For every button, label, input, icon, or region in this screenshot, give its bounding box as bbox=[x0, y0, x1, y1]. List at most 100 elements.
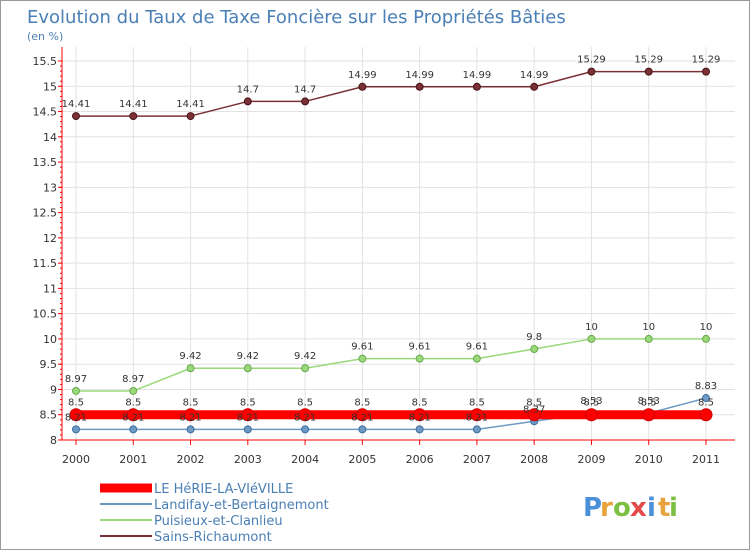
data-point bbox=[358, 82, 367, 91]
y-tick-label: 8.5 bbox=[40, 409, 58, 422]
y-tick-label: 10 bbox=[43, 333, 57, 346]
data-point bbox=[355, 408, 369, 422]
data-point bbox=[415, 354, 424, 363]
data-point bbox=[644, 67, 653, 76]
data-point bbox=[527, 408, 541, 422]
x-tick-label: 2006 bbox=[406, 453, 434, 466]
data-point bbox=[184, 408, 198, 422]
data-label: 9.42 bbox=[294, 351, 316, 362]
x-tick-label: 2003 bbox=[234, 453, 262, 466]
data-label: 8.97 bbox=[65, 374, 87, 385]
data-point bbox=[241, 408, 255, 422]
logo-letter: t bbox=[658, 493, 670, 523]
data-label: 8.5 bbox=[297, 398, 313, 409]
y-tick-label: 10.5 bbox=[33, 308, 58, 321]
y-tick-label: 12 bbox=[43, 232, 57, 245]
data-point bbox=[72, 112, 80, 121]
data-label: 14.99 bbox=[405, 70, 434, 81]
data-label: 9.61 bbox=[466, 342, 488, 353]
data-point bbox=[129, 386, 138, 395]
x-tick-label: 2005 bbox=[348, 453, 376, 466]
data-point bbox=[470, 408, 484, 422]
logo-letter: i bbox=[647, 493, 656, 523]
data-point bbox=[702, 334, 710, 343]
logo-letter: x bbox=[630, 493, 647, 523]
data-label: 8.21 bbox=[351, 412, 373, 423]
legend-label: Landifay-et-Bertaignemont bbox=[154, 498, 329, 513]
data-label: 8.5 bbox=[240, 398, 256, 409]
data-label: 9.42 bbox=[179, 351, 201, 362]
y-tick-label: 14 bbox=[43, 131, 57, 144]
data-label: 8.21 bbox=[294, 412, 316, 423]
series-line-2 bbox=[76, 338, 706, 392]
data-point bbox=[702, 67, 710, 76]
logo-letter: r bbox=[600, 493, 613, 523]
logo-letter: o bbox=[613, 493, 631, 523]
data-label: 8.21 bbox=[65, 412, 87, 423]
data-label: 8.97 bbox=[122, 374, 144, 385]
data-label: 10 bbox=[642, 322, 655, 333]
series-points bbox=[69, 67, 713, 434]
data-label: 8.5 bbox=[526, 398, 542, 409]
data-point bbox=[413, 408, 427, 422]
data-label: 9.61 bbox=[351, 342, 373, 353]
data-label: 14.99 bbox=[348, 70, 377, 81]
series-lines bbox=[76, 70, 707, 431]
data-label: 8.5 bbox=[698, 398, 714, 409]
data-label: 14.7 bbox=[237, 84, 259, 95]
data-point bbox=[186, 112, 195, 121]
y-tick-label: 11 bbox=[43, 282, 57, 295]
y-tick-label: 11.5 bbox=[33, 257, 58, 270]
data-label: 10 bbox=[700, 322, 713, 333]
data-point bbox=[415, 425, 424, 434]
data-label: 8.5 bbox=[641, 398, 657, 409]
y-tick-label: 9 bbox=[50, 383, 57, 396]
data-point bbox=[530, 82, 539, 91]
data-label: 8.21 bbox=[466, 412, 488, 423]
data-label: 8.37 bbox=[523, 404, 545, 415]
data-label: 14.7 bbox=[294, 84, 316, 95]
data-point bbox=[644, 334, 653, 343]
legend: LE HéRIE-LA-VIéVILLELandifay-et-Bertaign… bbox=[100, 482, 329, 545]
y-tick-label: 9.5 bbox=[40, 358, 58, 371]
data-point bbox=[358, 425, 367, 434]
data-point bbox=[72, 425, 80, 434]
series-line-3 bbox=[76, 70, 706, 117]
data-point bbox=[472, 354, 481, 363]
data-point bbox=[587, 334, 596, 343]
x-tick-label: 2009 bbox=[577, 453, 605, 466]
x-tick-label: 2001 bbox=[119, 453, 147, 466]
legend-label: LE HéRIE-LA-VIéVILLE bbox=[154, 482, 293, 497]
data-label: 8.21 bbox=[237, 412, 259, 423]
y-tick-label: 8 bbox=[50, 434, 57, 447]
data-point bbox=[129, 112, 138, 121]
chart-title: Evolution du Taux de Taxe Foncière sur l… bbox=[27, 7, 566, 28]
data-point bbox=[298, 408, 312, 422]
data-point bbox=[129, 425, 138, 434]
data-point bbox=[301, 97, 310, 106]
data-point bbox=[301, 425, 310, 434]
proxiti-logo: Pr o x i ti bbox=[583, 493, 678, 523]
data-label: 8.5 bbox=[68, 398, 84, 409]
y-tick-label: 15 bbox=[43, 80, 57, 93]
data-label: 9.8 bbox=[526, 332, 542, 343]
data-point bbox=[472, 425, 481, 434]
data-label: 8.5 bbox=[469, 398, 485, 409]
data-label: 14.99 bbox=[463, 70, 492, 81]
data-label: 14.41 bbox=[119, 99, 148, 110]
y-tick-label: 13.5 bbox=[33, 156, 58, 169]
data-point bbox=[702, 394, 710, 403]
data-label: 8.5 bbox=[584, 398, 600, 409]
data-label: 8.21 bbox=[122, 412, 144, 423]
x-tick-label: 2004 bbox=[291, 453, 319, 466]
data-label: 15.29 bbox=[634, 55, 663, 66]
data-point bbox=[243, 364, 252, 373]
data-point bbox=[186, 364, 195, 373]
data-label: 9.61 bbox=[409, 342, 431, 353]
data-label: 8.5 bbox=[354, 398, 370, 409]
data-label: 15.29 bbox=[692, 55, 721, 66]
data-point bbox=[69, 408, 83, 422]
data-point bbox=[358, 354, 367, 363]
